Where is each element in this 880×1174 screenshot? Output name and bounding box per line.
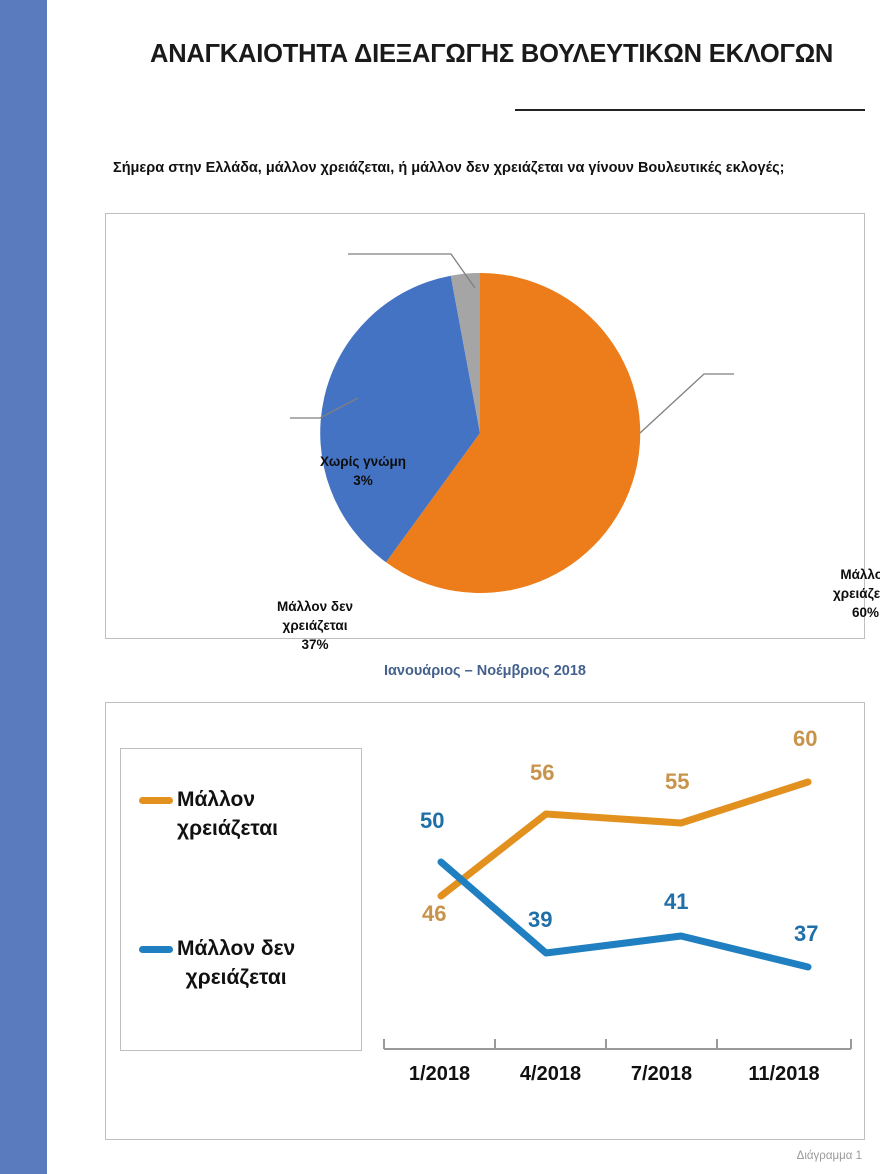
point-label-yes-1: 56 [530, 760, 555, 785]
series-caption: Ιανουάριος – Νοέμβριος 2018 [383, 663, 586, 679]
point-label-no-2: 41 [664, 889, 689, 914]
legend-item-no: Μάλλον δεν χρειάζεται [121, 934, 363, 992]
pie-label-yes-value: 60% [851, 605, 879, 620]
pie-slice-no [320, 275, 480, 563]
pie-slice-yes [386, 272, 641, 593]
pie-label-no-opinion: Χωρίς γνώμη 3% [320, 452, 406, 490]
leader-line-yes [639, 373, 734, 434]
legend-swatch-no-icon [139, 946, 173, 953]
pie-label-no: Μάλλον δεν χρειάζεται 37% [277, 597, 353, 654]
line-chart-legend: Μάλλον χρειάζεται Μάλλον δεν χρειάζεται [120, 748, 362, 1051]
pie-label-no-line1: Μάλλον δεν [277, 599, 354, 614]
pie-slice-no-opinion [450, 273, 480, 433]
sidebar-caption: Public Issue Πολιτικό Βαρόμετρο 168, Νοέ… [0, 1111, 47, 1174]
legend-label-no-line1: Μάλλον δεν [177, 937, 296, 960]
leader-line-no [290, 397, 359, 419]
legend-label-no-line2: χρειάζεται [185, 966, 287, 989]
point-label-no-1: 39 [528, 907, 553, 932]
pie-label-no-value: 37% [301, 637, 329, 652]
pie-label-no-opinion-name: Χωρίς γνώμη [320, 454, 407, 469]
legend-label-yes: Μάλλον χρειάζεται [177, 785, 278, 843]
pie-label-yes-line2: χρειάζεται [833, 586, 880, 601]
page-title: ΑΝΑΓΚΑΙΟΤΗΤΑ ΔΙΕΞΑΓΩΓΗΣ ΒΟΥΛΕΥΤΙΚΩΝ ΕΚΛΟ… [150, 40, 834, 68]
x-tick-label-2: 7/2018 [630, 1063, 693, 1085]
line-chart-container: Μάλλον χρειάζεται Μάλλον δεν χρειάζεται [105, 702, 865, 1140]
line-chart-graphic [383, 778, 852, 1050]
legend-item-yes: Μάλλον χρειάζεται [121, 785, 363, 843]
title-divider [515, 109, 865, 111]
point-label-no-3: 37 [794, 921, 819, 946]
x-axis [383, 1039, 852, 1050]
line-series-yes [437, 778, 812, 900]
left-sidebar: Public Issue Πολιτικό Βαρόμετρο 168, Νοέ… [0, 0, 47, 1174]
point-label-yes-3: 60 [793, 726, 818, 751]
pie-chart-container: Χωρίς γνώμη 3% Μάλλον δεν χρειάζεται 37%… [105, 213, 880, 652]
point-label-no-0: 50 [420, 808, 445, 833]
pie-label-no-opinion-value: 3% [353, 473, 373, 488]
pie-label-yes: Μάλλον χρειάζεται 60% [833, 565, 880, 622]
legend-label-no: Μάλλον δεν χρειάζεται [177, 934, 295, 992]
x-tick-label-1: 4/2018 [519, 1063, 582, 1085]
pie-label-no-line2: χρειάζεται [282, 618, 348, 633]
legend-label-yes-line1: Μάλλον [177, 788, 256, 811]
leader-line-no-opinion [348, 253, 476, 289]
pie-chart-graphic [290, 253, 734, 593]
legend-label-yes-line2: χρειάζεται [177, 817, 278, 840]
figure-caption: Διάγραμμα 1 [796, 1150, 862, 1162]
point-label-yes-0: 46 [422, 901, 447, 926]
legend-swatch-yes-icon [139, 797, 173, 804]
line-series-no [437, 858, 812, 971]
question-text: Σήμερα στην Ελλάδα, μάλλον χρειάζεται, ή… [113, 160, 785, 176]
pie-label-yes-line1: Μάλλον [840, 567, 880, 582]
x-tick-label-3: 11/2018 [748, 1063, 820, 1085]
point-label-yes-2: 55 [665, 769, 690, 794]
x-tick-label-0: 1/2018 [408, 1063, 471, 1085]
